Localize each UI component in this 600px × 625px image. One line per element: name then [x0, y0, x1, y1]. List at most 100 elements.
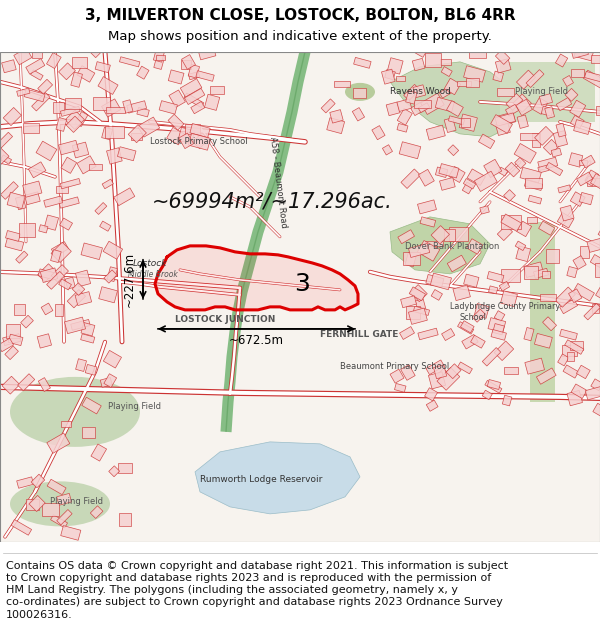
Bar [532, 133, 541, 147]
Bar [128, 124, 146, 142]
Bar [556, 98, 572, 111]
Bar [60, 179, 80, 189]
Bar [406, 91, 417, 104]
Bar [72, 283, 85, 296]
Bar [426, 125, 445, 140]
Bar [65, 98, 80, 109]
Text: ~672.5m: ~672.5m [229, 334, 284, 348]
Bar [495, 113, 515, 126]
Bar [488, 286, 498, 294]
Bar [109, 466, 119, 477]
Bar [29, 496, 45, 511]
Bar [38, 264, 56, 282]
Bar [478, 134, 495, 149]
Bar [560, 299, 578, 314]
Bar [434, 365, 447, 379]
Bar [535, 334, 553, 348]
Bar [480, 206, 489, 214]
Bar [103, 351, 122, 368]
Bar [414, 100, 431, 107]
Text: Ladybridge County Primary: Ladybridge County Primary [450, 302, 560, 311]
Bar [61, 106, 80, 116]
Bar [448, 145, 458, 156]
Bar [59, 218, 73, 230]
Bar [570, 341, 583, 350]
Text: School: School [460, 313, 487, 322]
Bar [26, 499, 39, 511]
Bar [528, 195, 542, 204]
Bar [538, 165, 549, 173]
Bar [106, 107, 125, 114]
Bar [107, 148, 122, 164]
Bar [524, 262, 544, 278]
Bar [420, 217, 436, 227]
Bar [28, 162, 46, 177]
Bar [503, 189, 515, 201]
Bar [413, 306, 430, 316]
Text: Lostock Primary School: Lostock Primary School [150, 138, 248, 146]
Bar [573, 284, 595, 301]
Bar [17, 374, 35, 391]
Bar [470, 335, 485, 348]
Ellipse shape [10, 377, 140, 447]
Bar [459, 114, 478, 131]
Bar [484, 159, 502, 177]
Bar [353, 58, 371, 68]
Bar [457, 81, 470, 86]
Bar [542, 271, 550, 278]
Bar [321, 99, 335, 113]
Bar [75, 292, 92, 306]
Bar [436, 369, 447, 379]
Bar [596, 106, 600, 115]
Bar [193, 132, 209, 149]
Bar [590, 174, 600, 193]
Bar [428, 372, 446, 389]
Bar [425, 53, 441, 66]
Bar [3, 107, 22, 126]
Bar [388, 58, 403, 74]
Bar [515, 241, 526, 251]
Bar [464, 274, 479, 288]
Bar [544, 139, 559, 155]
Bar [426, 360, 445, 374]
Bar [551, 148, 562, 157]
Bar [410, 101, 427, 116]
Bar [82, 428, 95, 438]
Text: 100026316.: 100026316. [6, 609, 73, 619]
Bar [24, 89, 45, 102]
Bar [17, 88, 30, 96]
Bar [169, 90, 185, 108]
Bar [91, 46, 102, 58]
Ellipse shape [10, 481, 110, 526]
Polygon shape [155, 246, 358, 310]
Bar [32, 45, 42, 58]
Bar [51, 264, 68, 282]
Bar [598, 229, 600, 238]
Bar [99, 287, 118, 303]
Bar [425, 388, 437, 401]
Bar [413, 41, 430, 58]
Bar [8, 334, 23, 346]
Bar [104, 270, 117, 283]
Bar [50, 249, 61, 262]
Bar [7, 192, 25, 209]
Bar [59, 197, 79, 208]
Bar [38, 378, 50, 391]
Bar [567, 352, 574, 361]
Bar [82, 398, 101, 414]
Bar [475, 304, 489, 318]
Bar [447, 255, 466, 272]
Bar [401, 296, 416, 308]
Bar [182, 54, 196, 69]
Bar [382, 145, 392, 155]
Bar [85, 364, 97, 375]
Bar [405, 253, 416, 267]
Bar [178, 127, 194, 144]
Bar [184, 93, 204, 108]
Bar [553, 131, 568, 147]
Bar [188, 64, 200, 78]
Bar [396, 76, 406, 81]
Bar [41, 303, 53, 315]
Bar [11, 519, 32, 535]
Bar [26, 59, 45, 74]
